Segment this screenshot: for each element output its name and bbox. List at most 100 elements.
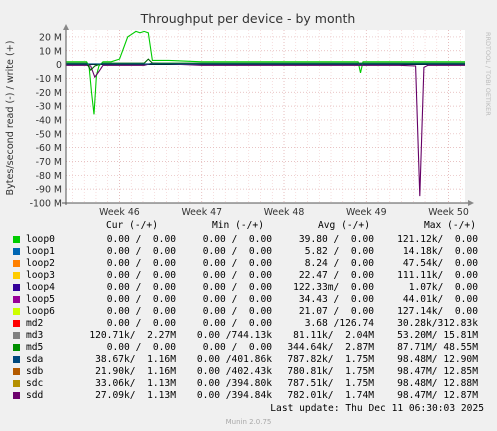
legend-cur-value: 0.00 / 0.00 (106, 258, 176, 269)
legend-max-value: 98.47M/ 12.87M (397, 390, 478, 401)
grid (66, 30, 465, 204)
legend-cur-value: 0.00 / 0.00 (106, 246, 176, 257)
x-axis-arrow (468, 200, 474, 206)
x-tick-label: Week 46 (99, 207, 140, 218)
legend-cur-value: 27.09k/ 1.13M (95, 390, 176, 401)
legend-row: sdc 33.06k/ 1.13M 0.00 /394.80k 787.51k/ 1.… (0, 378, 497, 390)
x-tick-label: Week 47 (181, 207, 222, 218)
legend-name: md5 (26, 342, 44, 353)
legend-swatch (13, 380, 20, 387)
legend-min-value: 0.00 / 0.00 (202, 258, 272, 269)
y-tick-label: -70 M (36, 157, 62, 168)
legend-min-value: 0.00 / 0.00 (202, 306, 272, 317)
last-update: Last update: Thu Dec 11 06:30:03 2025 (270, 403, 484, 414)
y-tick-label: -20 M (36, 88, 62, 99)
legend-swatch (13, 332, 20, 339)
legend-swatch (13, 344, 20, 351)
legend-swatch (13, 320, 20, 327)
y-axis-label: Bytes/second read (-) / write (+) (5, 40, 16, 195)
legend-header-min: Min (-/+) (212, 220, 264, 231)
legend-avg-value: 39.80 / 0.00 (298, 234, 374, 245)
legend-max-value: 98.47M/ 12.85M (397, 366, 478, 377)
legend-header-avg: Avg (-/+) (318, 220, 370, 231)
legend-row: loop5 0.00 / 0.00 0.00 / 0.00 34.43 / 0.00 4… (0, 294, 497, 306)
legend-name: sdc (26, 378, 44, 389)
legend-avg-value: 782.01k/ 1.74M (287, 390, 374, 401)
legend-max-value: 1.07k/ 0.00 (408, 282, 478, 293)
legend-min-value: 0.00 / 0.00 (202, 318, 272, 329)
legend-name: loop2 (26, 258, 55, 269)
legend-cur-value: 0.00 / 0.00 (106, 318, 176, 329)
legend-name: sdd (26, 390, 44, 401)
legend-avg-value: 22.47 / 0.00 (298, 270, 374, 281)
legend-avg-value: 787.82k/ 1.75M (287, 354, 374, 365)
y-ticks: 20 M 10 M 0 -10 M -20 M -30 M -40 M -50 M -60 M -… (30, 32, 62, 209)
legend-min-value: 0.00 /402.43k (196, 366, 272, 377)
legend-name: sda (26, 354, 44, 365)
legend-cur-value: 0.00 / 0.00 (106, 282, 176, 293)
legend-min-value: 0.00 / 0.00 (202, 234, 272, 245)
series-line-md3 (66, 30, 465, 115)
y-tick-label: -80 M (36, 171, 62, 182)
legend-row: md2 0.00 / 0.00 0.00 / 0.00 3.68 /126.74 30.… (0, 318, 497, 330)
legend-row: sdd 27.09k/ 1.13M 0.00 /394.84k 782.01k/ 1.… (0, 390, 497, 402)
legend-max-value: 98.48M/ 12.88M (397, 378, 478, 389)
legend-max-value: 98.48M/ 12.90M (397, 354, 478, 365)
x-tick-label: Week 48 (264, 207, 305, 218)
legend-min-value: 0.00 /401.86k (196, 354, 272, 365)
legend-avg-value: 122.33m/ 0.00 (293, 282, 374, 293)
legend-row: loop6 0.00 / 0.00 0.00 / 0.00 21.07 / 0.00 1… (0, 306, 497, 318)
legend-swatch (13, 248, 20, 255)
munin-version: Munin 2.0.75 (225, 418, 272, 426)
x-tick-label: Week 50 (428, 207, 469, 218)
legend-min-value: 0.00 / 0.00 (202, 270, 272, 281)
legend-swatch (13, 356, 20, 363)
legend-min-value: 0.00 / 0.00 (202, 246, 272, 257)
chart: Throughput per device - by month RRDTOOL… (5, 11, 492, 218)
legend-cur-value: 0.00 / 0.00 (106, 294, 176, 305)
legend-cur-value: 0.00 / 0.00 (106, 270, 176, 281)
legend-header-cur: Cur (-/+) (106, 220, 158, 231)
legend-row: loop4 0.00 / 0.00 0.00 / 0.00 122.33m/ 0.00… (0, 282, 497, 294)
legend-name: sdb (26, 366, 44, 377)
legend-avg-value: 3.68 /126.74 (304, 318, 374, 329)
y-tick-label: -40 M (36, 115, 62, 126)
legend-swatch (13, 284, 20, 291)
x-tick-label: Week 49 (346, 207, 387, 218)
legend-max-value: 44.01k/ 0.00 (402, 294, 478, 305)
legend-min-value: 0.00 / 0.00 (202, 282, 272, 293)
legend-avg-value: 5.82 / 0.00 (304, 246, 374, 257)
legend-max-value: 121.12k/ 0.00 (397, 234, 478, 245)
y-tick-label: 10 M (39, 46, 62, 57)
legend-max-value: 47.54k/ 0.00 (402, 258, 478, 269)
y-tick-label: -60 M (36, 143, 62, 154)
legend-swatch (13, 368, 20, 375)
legend-max-value: 87.71M/ 48.55M (397, 342, 478, 353)
legend-name: md2 (26, 318, 44, 329)
legend-max-value: 14.18k/ 0.00 (402, 246, 478, 257)
legend-swatch (13, 272, 20, 279)
legend-cur-value: 0.00 / 0.00 (106, 342, 176, 353)
legend-name: loop5 (26, 294, 55, 305)
legend-row: loop3 0.00 / 0.00 0.00 / 0.00 22.47 / 0.00 1… (0, 270, 497, 282)
series (66, 30, 465, 197)
legend-cur-value: 0.00 / 0.00 (106, 306, 176, 317)
y-tick-label: 0 (56, 60, 62, 71)
y-tick-label: -30 M (36, 102, 62, 113)
legend-min-value: 0.00 /394.80k (196, 378, 272, 389)
legend-max-value: 111.11k/ 0.00 (397, 270, 478, 281)
legend-avg-value: 34.43 / 0.00 (298, 294, 374, 305)
legend-swatch (13, 308, 20, 315)
legend-name: loop0 (26, 234, 55, 245)
legend-row: loop0 0.00 / 0.00 0.00 / 0.00 39.80 / 0.00 1… (0, 234, 497, 246)
legend-cur-value: 21.90k/ 1.16M (95, 366, 176, 377)
legend-min-value: 0.00 /744.13k (196, 330, 272, 341)
legend-name: loop3 (26, 270, 55, 281)
legend-row: md5 0.00 / 0.00 0.00 / 0.00 344.64k/ 2.87M 8… (0, 342, 497, 354)
legend-name: loop4 (26, 282, 55, 293)
legend-name: md3 (26, 330, 44, 341)
legend-avg-value: 81.11k/ 2.04M (293, 330, 374, 341)
legend-min-value: 0.00 / 0.00 (202, 342, 272, 353)
legend-swatch (13, 236, 20, 243)
y-tick-label: -90 M (36, 185, 62, 196)
